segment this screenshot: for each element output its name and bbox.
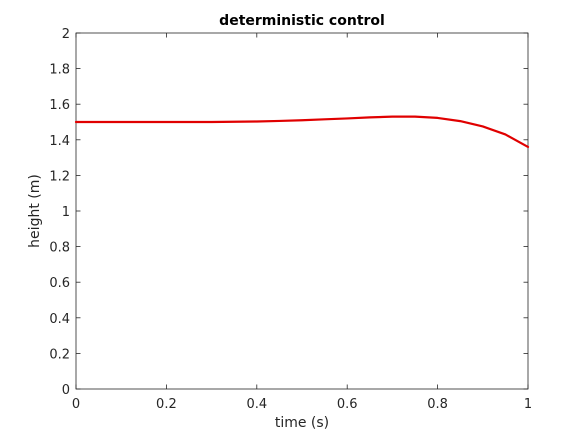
x-tick-label: 1 [524, 397, 532, 412]
y-tick-label: 0.8 [49, 241, 70, 256]
x-tick-label: 0.8 [427, 397, 448, 412]
series-line [74, 115, 530, 149]
x-tick-label: 0.6 [337, 397, 358, 412]
x-tick-label: 0.2 [156, 397, 177, 412]
x-tick-label: 0 [72, 397, 80, 412]
y-tick-label: 1.6 [49, 98, 70, 113]
y-tick-label: 0.6 [49, 276, 70, 291]
y-axis-label: height (m) [27, 174, 43, 248]
y-tick-label: 0 [62, 383, 70, 398]
y-tick-label: 0.2 [49, 347, 70, 362]
y-tick-label: 0.4 [49, 312, 70, 327]
tick-labels: 0 0.2 0.4 0.6 0.8 1 0 0.2 0.4 0.6 0.8 1 1.2 1.4 1.6 1.8… [49, 27, 532, 412]
x-axis-label: time (s) [275, 415, 329, 431]
y-tick-label: 1.4 [49, 134, 70, 149]
ticks [75, 32, 529, 390]
y-tick-label: 2 [62, 27, 70, 42]
y-tick-label: 1.2 [49, 169, 70, 184]
x-tick-label: 0.4 [246, 397, 267, 412]
chart-title: deterministic control [219, 13, 385, 29]
y-tick-label: 1 [62, 205, 70, 220]
series-group [74, 115, 530, 149]
y-tick-label: 1.8 [49, 63, 70, 78]
plot-area [75, 32, 529, 390]
